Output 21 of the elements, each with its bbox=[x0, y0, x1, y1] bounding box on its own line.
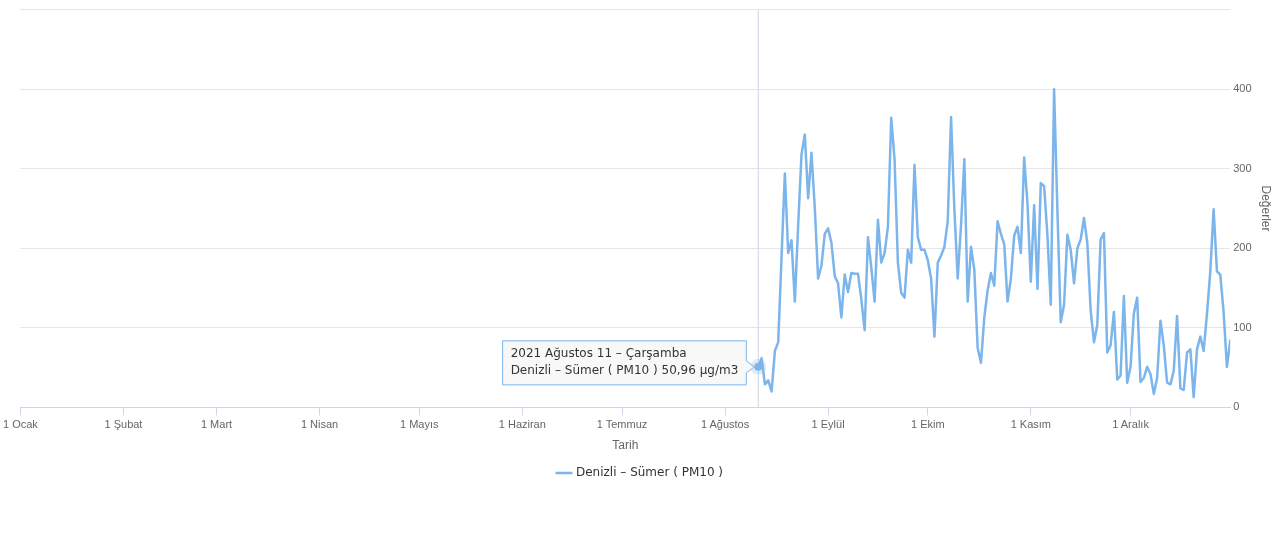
x-tick-label: 1 Haziran bbox=[498, 418, 546, 431]
x-axis-title: Tarih bbox=[612, 438, 639, 453]
x-tick-label: 1 Ağustos bbox=[700, 418, 750, 431]
x-tick-label: 1 Kasım bbox=[1010, 418, 1052, 431]
y-tick-label: 100 bbox=[1233, 320, 1252, 333]
annotation: 2021 Ağustos 11 – Çarşamba Denizli – Sümer ( PM10 ) 50,96 µg/m3 bbox=[510, 345, 739, 377]
x-tick-label: 1 Eylül bbox=[811, 418, 845, 431]
x-tick-label: 1 Mayıs bbox=[400, 418, 440, 431]
y-axis-title: Değerler bbox=[1259, 185, 1274, 232]
y-tick-label: 200 bbox=[1233, 241, 1252, 254]
x-tick-label: 1 Şubat bbox=[104, 418, 143, 431]
y-tick-label: 400 bbox=[1233, 82, 1252, 95]
x-tick-label: 1 Mart bbox=[200, 418, 233, 431]
x-tick-label: 1 Ocak bbox=[2, 418, 39, 431]
y-tick-label: 0 bbox=[1233, 400, 1240, 413]
x-tick-label: 1 Aralık bbox=[1112, 418, 1150, 431]
y-tick-label: 300 bbox=[1233, 161, 1252, 174]
x-tick-label: 1 Ekim bbox=[910, 418, 945, 431]
x-tick-label: 1 Temmuz bbox=[596, 418, 648, 431]
x-tick-label: 1 Nisan bbox=[300, 418, 339, 431]
legend-label: Denizli – Sümer ( PM10 ) bbox=[575, 465, 724, 480]
